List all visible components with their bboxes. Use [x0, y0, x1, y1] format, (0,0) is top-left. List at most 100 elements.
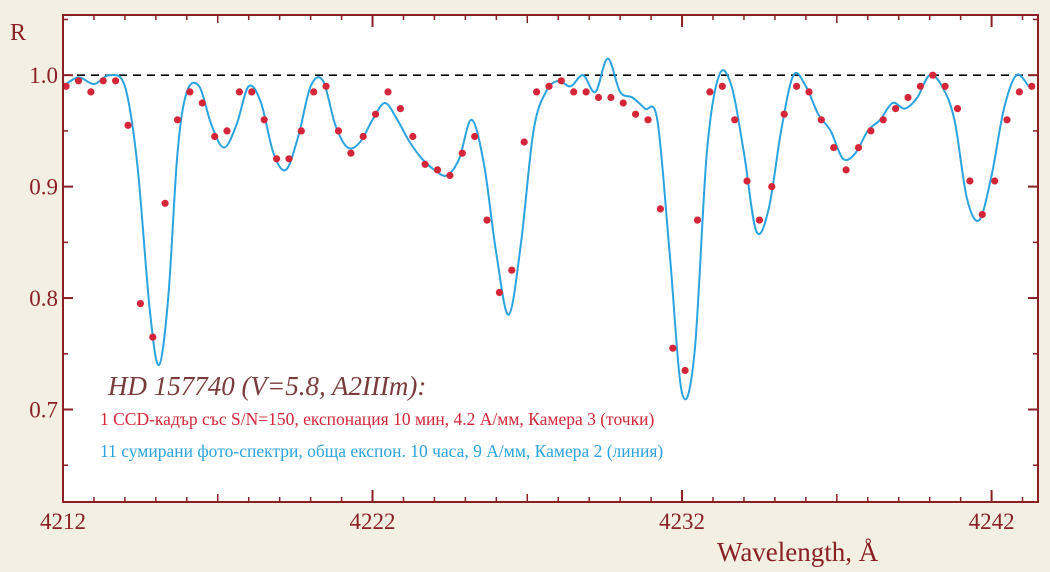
- data-point: [656, 205, 665, 213]
- line-series-group: [62, 57, 1030, 401]
- y-axis-label: R: [10, 20, 26, 46]
- data-point: [545, 82, 553, 90]
- data-point: [235, 88, 243, 96]
- data-point: [1003, 116, 1011, 124]
- data-point: [471, 132, 479, 141]
- data-point: [768, 183, 776, 191]
- data-point: [223, 127, 231, 135]
- data-point: [570, 88, 578, 96]
- plot-area: [63, 15, 1038, 502]
- data-point: [62, 82, 70, 90]
- data-point: [953, 105, 962, 113]
- data-point: [297, 127, 305, 135]
- data-point: [136, 300, 144, 308]
- legend-entry-line: 11 сумирани фото-спектри, обща експон. 1…: [100, 441, 663, 461]
- data-point: [173, 116, 182, 124]
- data-point: [793, 82, 801, 90]
- data-point: [347, 149, 355, 157]
- data-point: [372, 110, 380, 118]
- y-ticks: 0.7 0.8 0.9 1.0: [29, 18, 1038, 466]
- data-point: [1028, 82, 1036, 90]
- data-point: [508, 266, 516, 274]
- data-point: [681, 366, 689, 375]
- data-point: [310, 88, 318, 96]
- series-line: [62, 57, 1030, 401]
- data-point: [285, 155, 293, 163]
- x-tick-label: 4222: [350, 509, 396, 534]
- data-point: [582, 88, 590, 96]
- data-point: [693, 216, 702, 224]
- y-tick-label: 1.0: [29, 63, 58, 88]
- data-point: [805, 88, 813, 96]
- x-ticks: 4212 4222 4232 4242: [40, 15, 1024, 534]
- data-point: [322, 82, 330, 90]
- chart-title: HD 157740 (V=5.8, A2IIIm):: [107, 371, 426, 401]
- data-point: [632, 110, 640, 118]
- data-point: [495, 288, 503, 297]
- y-tick-label: 0.8: [29, 286, 58, 311]
- data-point: [1015, 88, 1024, 96]
- data-point: [854, 144, 863, 152]
- data-point: [904, 93, 912, 102]
- data-point: [198, 99, 206, 107]
- data-point: [124, 121, 132, 129]
- data-point: [421, 160, 429, 168]
- data-point: [867, 127, 875, 135]
- data-point: [396, 105, 404, 113]
- y-tick-label: 0.7: [29, 398, 58, 423]
- data-point: [87, 88, 95, 96]
- data-point: [211, 132, 219, 141]
- data-point: [483, 216, 491, 224]
- data-point: [669, 344, 677, 352]
- data-point: [644, 116, 652, 124]
- data-point: [879, 116, 887, 124]
- data-point: [817, 116, 825, 124]
- data-point: [941, 82, 949, 90]
- data-point: [458, 149, 466, 157]
- data-point: [718, 82, 726, 90]
- data-point: [830, 144, 838, 152]
- data-point: [706, 88, 714, 96]
- plot-frame: [62, 14, 1039, 503]
- x-tick-label: 4232: [659, 509, 705, 534]
- data-point: [780, 110, 788, 118]
- data-point: [186, 88, 194, 96]
- data-point: [359, 132, 367, 141]
- data-point: [74, 77, 83, 85]
- data-point: [991, 177, 999, 185]
- data-point: [533, 88, 541, 96]
- data-point: [433, 166, 442, 174]
- data-point: [842, 166, 850, 174]
- data-point: [161, 199, 169, 207]
- data-point: [334, 127, 343, 135]
- data-point: [149, 333, 157, 341]
- data-point: [520, 138, 528, 146]
- data-point: [384, 88, 392, 96]
- data-point: [929, 71, 937, 79]
- data-point: [607, 93, 615, 102]
- data-point: [99, 77, 107, 85]
- data-point: [273, 155, 281, 163]
- data-point: [966, 177, 974, 185]
- legend-entry-points: 1 CCD-кадър със S/N=150, експонация 10 м…: [100, 409, 654, 429]
- data-point: [731, 116, 739, 124]
- data-point: [446, 171, 454, 180]
- data-point: [743, 177, 751, 185]
- data-point: [260, 116, 268, 124]
- y-tick-label: 0.9: [29, 175, 58, 200]
- data-point: [409, 132, 417, 141]
- data-point: [978, 210, 986, 219]
- data-point: [755, 216, 764, 224]
- x-axis-label: Wavelength, Å: [717, 537, 879, 567]
- data-point: [248, 88, 256, 96]
- x-tick-label: 4242: [969, 509, 1015, 534]
- data-point: [916, 82, 925, 90]
- data-point: [619, 99, 627, 107]
- data-point: [892, 105, 900, 113]
- data-point: [557, 77, 565, 85]
- x-tick-label: 4212: [40, 509, 86, 534]
- data-point: [594, 93, 603, 102]
- points-series-group: [62, 71, 1036, 375]
- data-point: [112, 77, 120, 85]
